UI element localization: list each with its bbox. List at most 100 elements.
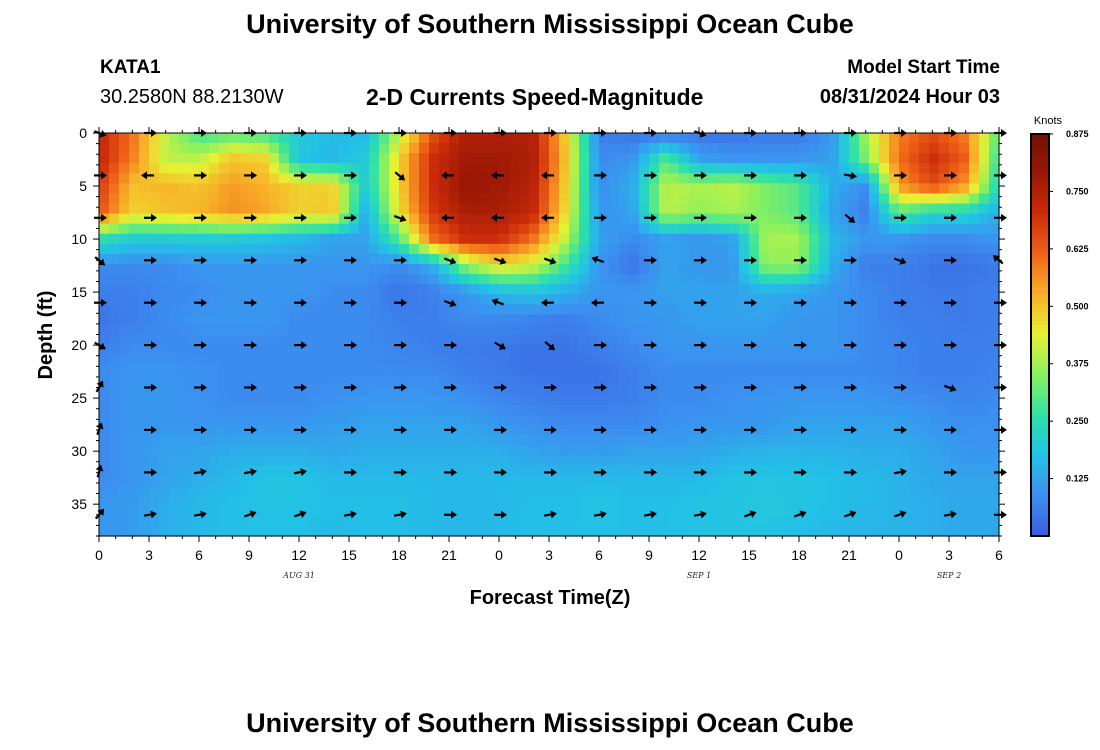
heatmap-cell: [499, 243, 510, 255]
heatmap-cell: [619, 324, 630, 336]
heatmap-cell: [929, 274, 940, 285]
heatmap-cell: [639, 415, 650, 426]
heatmap-cell: [199, 243, 210, 255]
vector-head: [1001, 425, 1007, 434]
heatmap-cell: [709, 153, 720, 164]
heatmap-cell: [279, 374, 290, 386]
heatmap-cell: [319, 495, 330, 507]
heatmap-cell: [479, 435, 490, 446]
heatmap-cell: [109, 425, 120, 436]
heatmap-cell: [509, 203, 520, 215]
heatmap-cell: [739, 193, 750, 205]
heatmap-cell: [229, 405, 240, 416]
heatmap-cell: [339, 515, 350, 527]
heatmap-cell: [239, 475, 250, 487]
heatmap-cell: [889, 233, 900, 245]
heatmap-cell: [599, 485, 610, 497]
heatmap-cell: [359, 475, 370, 487]
heatmap-cell: [849, 173, 860, 184]
heatmap-cell: [889, 344, 900, 356]
heatmap-cell: [339, 133, 350, 144]
heatmap-cell: [929, 405, 940, 416]
heatmap-cell: [139, 143, 150, 154]
heatmap-cell: [969, 143, 980, 154]
heatmap-cell: [769, 475, 780, 487]
heatmap-cell: [369, 344, 380, 356]
heatmap-cell: [369, 163, 380, 174]
heatmap-cell: [889, 213, 900, 225]
heatmap-cell: [659, 263, 670, 275]
heatmap-cell: [199, 274, 210, 285]
heatmap-cell: [909, 455, 920, 467]
heatmap-cell: [819, 515, 830, 527]
heatmap-cell: [649, 274, 660, 285]
heatmap-cell: [709, 284, 720, 295]
heatmap-cell: [289, 465, 300, 477]
heatmap-cell: [279, 193, 290, 205]
heatmap-cell: [699, 344, 710, 356]
heatmap-cell: [449, 304, 460, 315]
heatmap-cell: [179, 173, 190, 184]
heatmap-cell: [629, 495, 640, 507]
heatmap-cell: [819, 425, 830, 436]
heatmap-cell: [159, 455, 170, 467]
heatmap-cell: [639, 163, 650, 174]
heatmap-cell: [199, 173, 210, 184]
heatmap-cell: [799, 183, 810, 195]
heatmap-cell: [549, 153, 560, 164]
vector-head: [351, 383, 357, 392]
vector-head: [401, 256, 407, 265]
heatmap-cell: [179, 193, 190, 205]
heatmap-cell: [609, 294, 620, 305]
heatmap-cell: [739, 495, 750, 507]
heatmap-cell: [269, 314, 280, 326]
heatmap-cell: [309, 344, 320, 356]
heatmap-cell: [809, 223, 820, 235]
heatmap-cell: [549, 193, 560, 205]
heatmap-cell: [479, 284, 490, 295]
heatmap-cell: [229, 284, 240, 295]
heatmap-cell: [689, 324, 700, 336]
heatmap-cell: [299, 364, 310, 376]
heatmap-cell: [639, 213, 650, 225]
heatmap-cell: [859, 153, 870, 164]
current-vector: [144, 256, 157, 265]
heatmap-cell: [249, 233, 260, 245]
heatmap-cell: [319, 233, 330, 245]
heatmap-cell: [639, 384, 650, 396]
vector-head: [701, 213, 707, 222]
heatmap-cell: [329, 183, 340, 195]
vector-head: [151, 383, 157, 392]
heatmap-cell: [529, 274, 540, 285]
heatmap-cell: [939, 133, 950, 144]
current-vector: [944, 298, 957, 307]
heatmap-cell: [579, 505, 590, 517]
heatmap-cell: [719, 394, 730, 406]
heatmap-cell: [729, 415, 740, 426]
heatmap-cell: [279, 163, 290, 174]
vector-head: [751, 256, 757, 265]
heatmap-cell: [749, 304, 760, 315]
heatmap-cell: [559, 435, 570, 446]
heatmap-cell: [289, 183, 300, 195]
heatmap-cell: [839, 193, 850, 205]
heatmap-cell: [889, 183, 900, 195]
heatmap-cell: [249, 183, 260, 195]
heatmap-cell: [919, 435, 930, 446]
heatmap-cell: [319, 223, 330, 235]
heatmap-cell: [539, 223, 550, 235]
heatmap-cell: [889, 405, 900, 416]
heatmap-cell: [859, 415, 870, 426]
heatmap-cell: [699, 455, 710, 467]
heatmap-cell: [839, 525, 850, 537]
heatmap-cell: [169, 334, 180, 346]
heatmap-cell: [309, 525, 320, 537]
heatmap-cell: [99, 465, 110, 477]
heatmap-cell: [409, 263, 420, 275]
heatmap-cell: [979, 344, 990, 356]
heatmap-cell: [339, 405, 350, 416]
heatmap-cell: [339, 233, 350, 245]
heatmap-cell: [779, 495, 790, 507]
heatmap-cell: [149, 344, 160, 356]
heatmap-cell: [549, 364, 560, 376]
